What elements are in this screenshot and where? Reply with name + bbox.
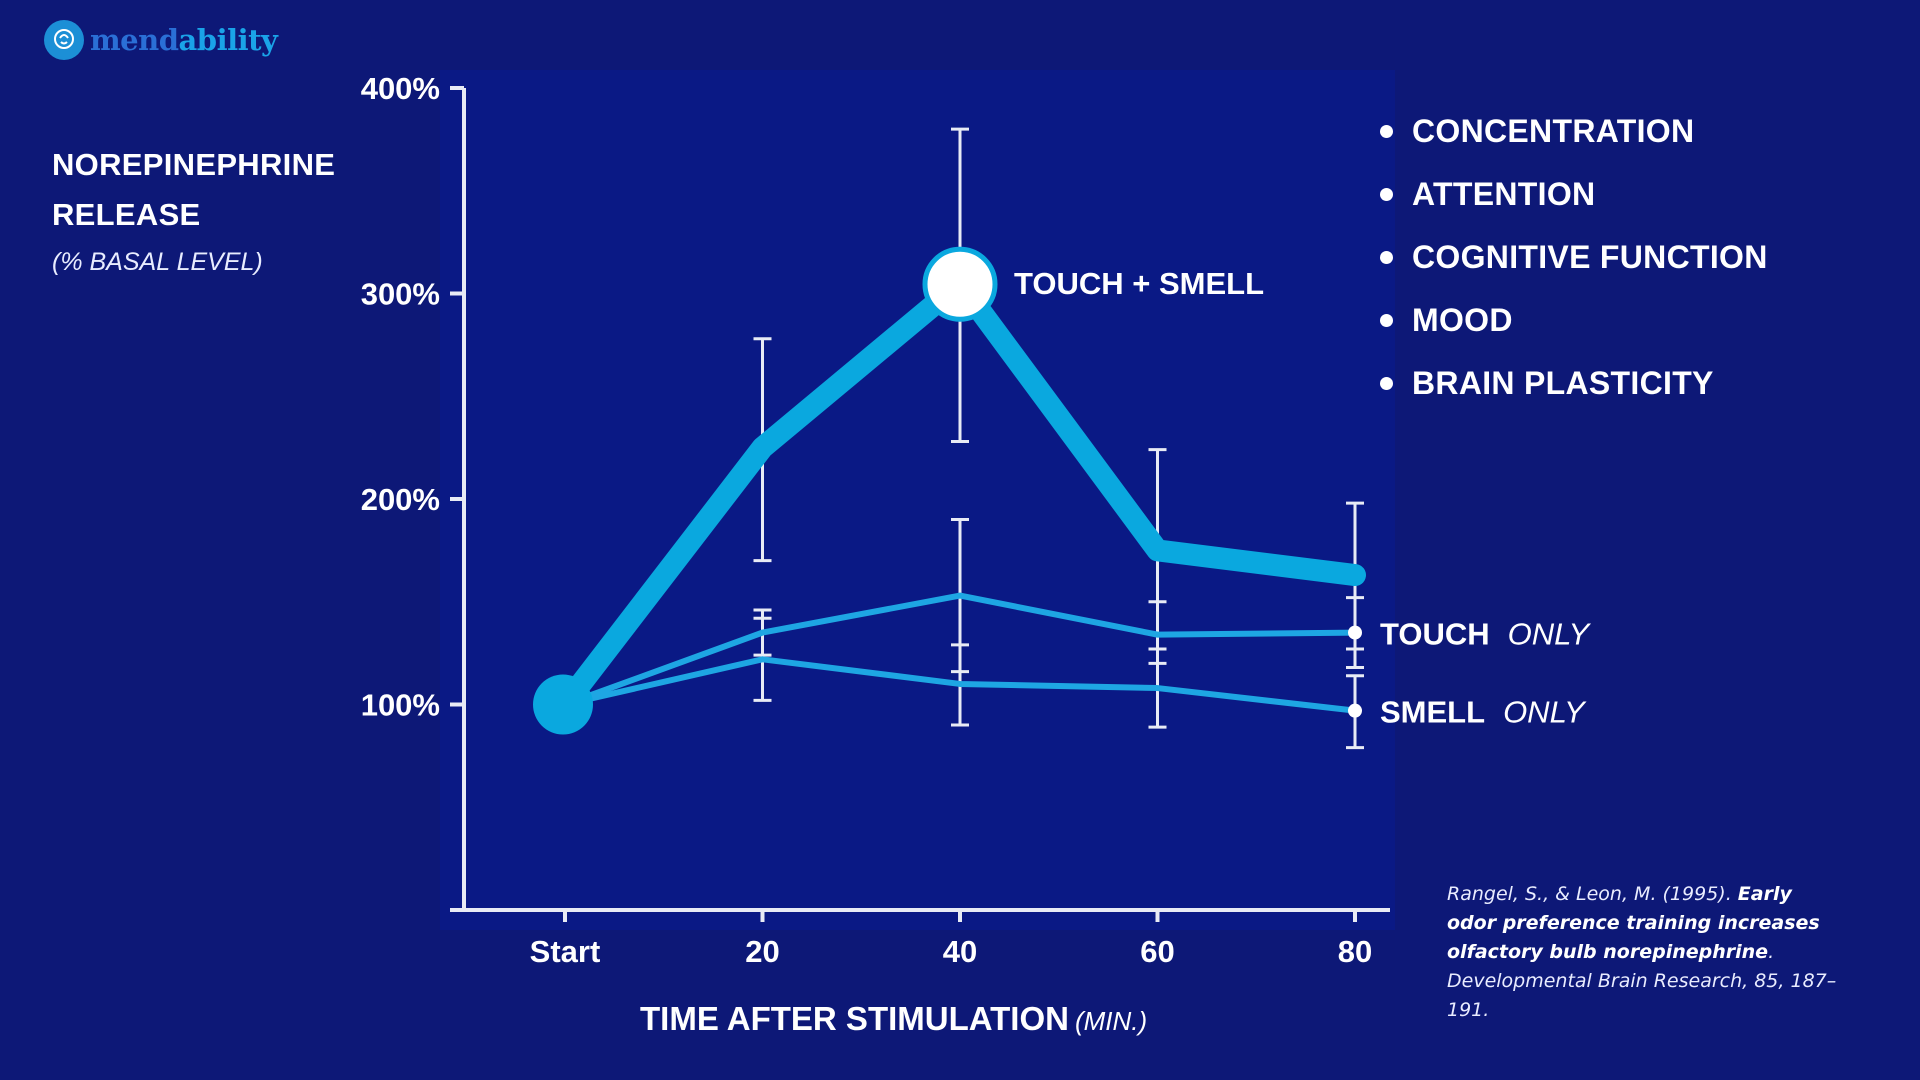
benefit-label: BRAIN PLASTICITY [1412, 365, 1714, 401]
y-axis-title: NOREPINEPHRINE RELEASE (% BASAL LEVEL) [52, 140, 335, 277]
benefit-label: MOOD [1412, 302, 1513, 338]
benefit-label: CONCENTRATION [1412, 113, 1695, 149]
bullet-dot-icon [1380, 125, 1393, 138]
citation-authors: Rangel, S., & Leon, M. (1995). [1447, 883, 1732, 905]
series-end-dot [1348, 625, 1362, 640]
x-tick-label: 80 [1338, 934, 1372, 969]
brand-logo: mendability [44, 20, 278, 60]
benefit-label: ATTENTION [1412, 176, 1596, 212]
citation-source: . Developmental Brain Research, 85, 187–… [1447, 941, 1837, 1021]
brain-head-icon [44, 20, 84, 60]
y-tick-label: 200% [361, 482, 440, 517]
x-axis-title: TIME AFTER STIMULATION (MIN.) [640, 1000, 1147, 1038]
x-tick-label: 60 [1140, 934, 1174, 969]
benefits-list: CONCENTRATION ATTENTION COGNITIVE FUNCTION… [1380, 100, 1768, 415]
x-tick-label: Start [530, 934, 601, 969]
benefit-item: ATTENTION [1380, 163, 1768, 226]
benefit-item: MOOD [1380, 289, 1768, 352]
citation: Rangel, S., & Leon, M. (1995). Early odo… [1447, 880, 1847, 1025]
y-axis-unit: (% BASAL LEVEL) [52, 248, 263, 276]
bullet-dot-icon [1380, 251, 1393, 264]
y-axis-title-line1: NOREPINEPHRINE [52, 147, 336, 182]
bullet-dot-icon [1380, 188, 1393, 201]
x-tick-label: 40 [943, 934, 977, 969]
series-label: SMELL ONLY [1380, 695, 1587, 730]
x-axis-title-text: TIME AFTER STIMULATION [640, 1000, 1069, 1037]
x-tick-label: 20 [745, 934, 779, 969]
series-line [562, 656, 1358, 714]
series-label: TOUCH + SMELL [1014, 266, 1264, 301]
y-tick-label: 400% [361, 71, 440, 106]
citation-title: Early odor preference training increases… [1447, 883, 1820, 963]
y-tick-label: 100% [361, 688, 440, 723]
bullet-dot-icon [1380, 377, 1393, 390]
y-tick-label: 300% [361, 277, 440, 312]
bullet-dot-icon [1380, 314, 1393, 327]
x-axis-unit: (MIN.) [1074, 1006, 1148, 1036]
peak-marker [922, 246, 998, 322]
start-marker [533, 674, 593, 735]
brand-name: mendability [90, 23, 278, 57]
benefit-item: CONCENTRATION [1380, 100, 1768, 163]
series-end-dot [1348, 703, 1362, 718]
benefit-item: BRAIN PLASTICITY [1380, 352, 1768, 415]
series-label: TOUCH ONLY [1380, 617, 1592, 652]
plot-area [440, 70, 1395, 930]
y-axis-title-line2: RELEASE [52, 197, 201, 232]
benefit-label: COGNITIVE FUNCTION [1412, 239, 1768, 275]
benefit-item: COGNITIVE FUNCTION [1380, 226, 1768, 289]
series-line [562, 592, 1358, 708]
